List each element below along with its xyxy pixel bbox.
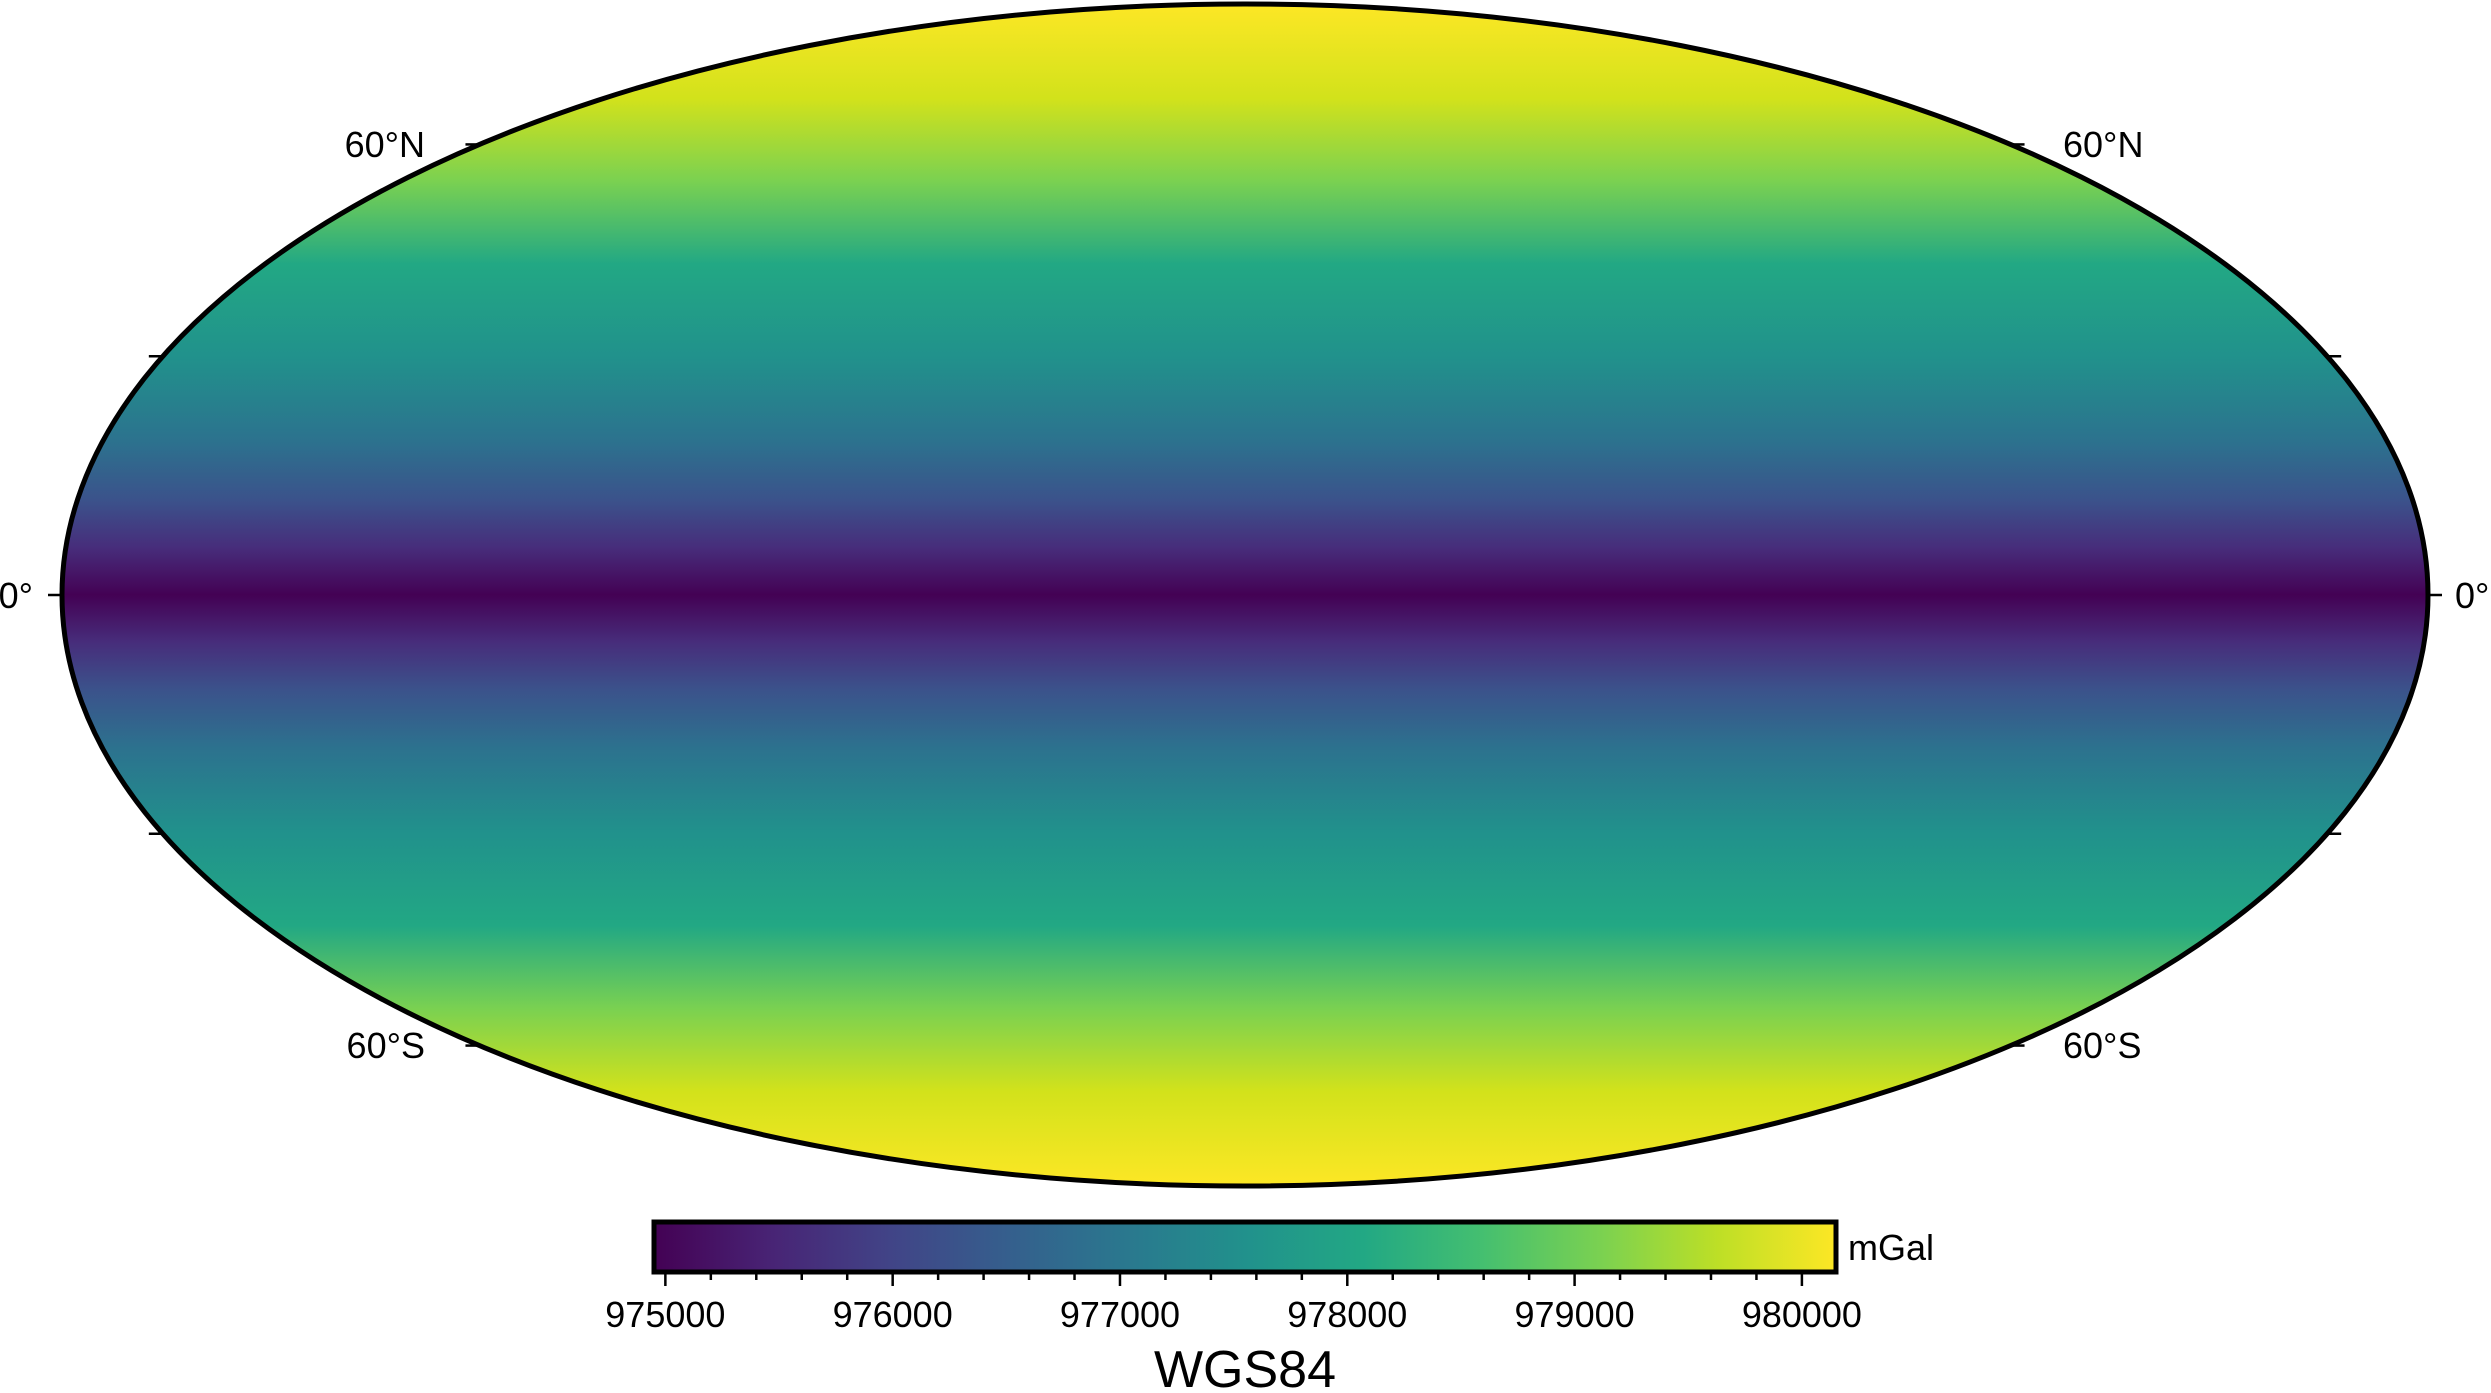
gravity-field [62,4,2428,1186]
colorbar-tick-label: 978000 [1287,1294,1407,1335]
lat-label-60n-right: 60°N [2063,124,2143,165]
lat-label-equator-right: 0° [2455,575,2489,616]
colorbar-ticks [664,1272,1804,1286]
lat-label-equator-left: 0° [0,575,33,616]
latitude-labels: 60°N 60°N 0° 0° 60°S 60°S [0,124,2489,1066]
colorbar-tick-label: 979000 [1515,1294,1635,1335]
lat-label-60n-left: 60°N [345,124,425,165]
colorbar-frame [651,1219,1839,1275]
frame-ticks [48,143,2442,1047]
colorbar-fill [654,1222,1836,1272]
lat-label-60s-right: 60°S [2063,1025,2141,1066]
lat-label-60s-left: 60°S [347,1025,425,1066]
colorbar-title: WGS84 [1154,1341,1336,1393]
colorbar-tick-labels: 975000 976000 977000 978000 979000 980000 [605,1294,1862,1335]
colorbar-tick-label: 976000 [833,1294,953,1335]
colorbar-tick-label: 975000 [605,1294,725,1335]
colorbar-unit: mGal [1848,1227,1934,1268]
map-panel [59,1,2431,1189]
colorbar-tick-label: 977000 [1060,1294,1180,1335]
colorbar: 975000 976000 977000 978000 979000 980000 mGa… [605,1219,1934,1393]
colorbar-tick-label: 980000 [1742,1294,1862,1335]
